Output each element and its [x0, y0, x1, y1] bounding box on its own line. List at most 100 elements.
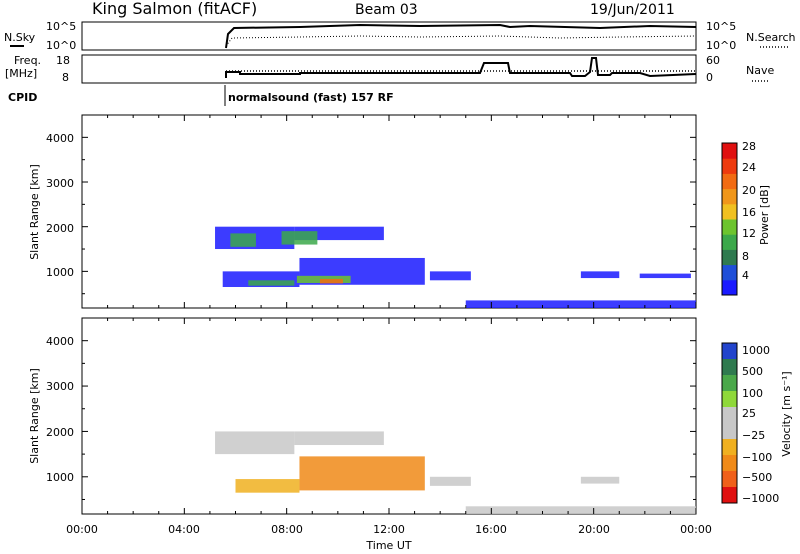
xtick-1200: 12:00	[373, 523, 405, 536]
velocity-colorbar-swatch-3	[722, 391, 737, 408]
velocity-colorbar-swatch-7	[722, 455, 737, 472]
power-echo-region-12	[465, 300, 696, 308]
freq-unit: [MHz]	[5, 67, 37, 80]
velocity-cbar-tick-1000: 1000	[742, 344, 770, 357]
velocity-echo-region-4	[429, 476, 471, 486]
velocity-ytick-4000: 4000	[46, 335, 74, 348]
velocity-echo-region-3	[299, 456, 425, 491]
velocity-cbar-tick-500: 500	[742, 365, 763, 378]
velocity-ytick-2000: 2000	[46, 426, 74, 439]
velocity-cbar-tick-100: 100	[742, 387, 763, 400]
velocity-cbar-tick-25: 25	[742, 407, 756, 420]
velocity-ytick-3000: 3000	[46, 380, 74, 393]
power-cbar-tick-28: 28	[742, 140, 756, 153]
power-ytick-2000: 2000	[46, 222, 74, 235]
power-cbar-tick-16: 16	[742, 206, 756, 219]
nave-tick-bottom: 0	[706, 71, 713, 84]
nave-label: Nave	[746, 64, 774, 77]
freq-label: Freq.	[14, 54, 41, 67]
velocity-heatmap	[215, 431, 696, 514]
velocity-colorbar-swatch-5	[722, 423, 737, 440]
xtick-2000: 20:00	[578, 523, 610, 536]
power-echo-region-3	[281, 231, 318, 245]
velocity-colorbar	[721, 342, 738, 504]
power-echo-region-11	[639, 273, 691, 279]
xtick-0800: 08:00	[271, 523, 303, 536]
power-colorbar-label: Power [dB]	[758, 185, 771, 245]
power-colorbar-swatch-6	[722, 188, 737, 205]
velocity-colorbar-frame	[721, 342, 738, 504]
velocity-ytick-1000: 1000	[46, 471, 74, 484]
power-cbar-tick-12: 12	[742, 227, 756, 240]
power-ytick-4000: 4000	[46, 132, 74, 145]
power-colorbar	[721, 142, 738, 296]
velocity-echo-region-6	[465, 506, 696, 514]
power-cbar-tick-24: 24	[742, 161, 756, 174]
freq-series	[225, 57, 697, 78]
power-heatmap	[215, 226, 696, 308]
velocity-colorbar-swatch-9	[722, 487, 737, 504]
freq-panel-frame	[81, 54, 697, 84]
nsky-series	[225, 23, 697, 49]
power-echo-region-6	[248, 280, 295, 286]
velocity-colorbar-swatch-8	[722, 471, 737, 488]
power-cbar-tick-20: 20	[742, 184, 756, 197]
power-ylabel: Slant Range [km]	[28, 164, 41, 260]
power-colorbar-swatch-8	[722, 158, 737, 174]
velocity-cbar-tick-minus25: −25	[742, 429, 765, 442]
velocity-cbar-tick-minus100: −100	[742, 451, 772, 464]
power-cbar-tick-8: 8	[742, 250, 749, 263]
velocity-colorbar-swatch-2	[722, 375, 737, 392]
power-colorbar-swatch-7	[722, 173, 737, 190]
velocity-ylabel: Slant Range [km]	[28, 368, 41, 464]
xaxis-label: Time UT	[365, 539, 411, 552]
freq-tick-top: 18	[56, 54, 70, 67]
velocity-echo-region-5	[580, 476, 620, 484]
velocity-colorbar-swatch-0	[722, 343, 737, 360]
power-colorbar-frame	[721, 142, 738, 296]
power-echo-region-9	[429, 271, 471, 281]
velocity-echo-region-1	[294, 431, 384, 446]
power-ytick-3000: 3000	[46, 177, 74, 190]
freq-tick-bottom: 8	[62, 71, 69, 84]
axis-ticks	[81, 114, 697, 514]
cpid-text: normalsound (fast) 157 RF	[228, 91, 394, 104]
power-colorbar-swatch-9	[722, 143, 737, 159]
power-colorbar-swatch-3	[722, 234, 737, 250]
nsearch-tick-top: 10^5	[706, 20, 736, 33]
nsearch-label: N.Search	[746, 31, 796, 44]
nsky-label: N.Sky	[4, 31, 36, 44]
velocity-echo-region-2	[235, 479, 300, 493]
nsearch-series	[225, 35, 697, 47]
velocity-colorbar-label: Velocity [m s⁻¹]	[780, 371, 793, 456]
velocity-colorbar-swatch-4	[722, 407, 737, 424]
xtick-1600: 16:00	[475, 523, 507, 536]
nsky-tick-top: 10^5	[46, 20, 76, 33]
nsearch-tick-bottom: 10^0	[706, 39, 736, 52]
power-colorbar-swatch-4	[722, 219, 737, 235]
nsky-tick-bottom: 10^0	[46, 39, 76, 52]
xtick-0000b: 00:00	[680, 523, 712, 536]
power-ytick-1000: 1000	[46, 266, 74, 279]
station-title: King Salmon (fitACF)	[92, 0, 257, 18]
power-colorbar-swatch-2	[722, 249, 737, 266]
power-colorbar-swatch-0	[722, 279, 737, 296]
power-colorbar-swatch-1	[722, 264, 737, 281]
power-colorbar-swatch-5	[722, 203, 737, 220]
power-cbar-tick-4: 4	[742, 269, 749, 282]
velocity-colorbar-swatch-6	[722, 439, 737, 456]
cpid-label: CPID	[8, 91, 37, 104]
velocity-cbar-tick-minus500: −500	[742, 471, 772, 484]
velocity-colorbar-swatch-1	[722, 359, 737, 376]
date-title: 19/Jun/2011	[590, 2, 675, 18]
velocity-echo-region-0	[215, 431, 295, 455]
power-echo-region-10	[580, 271, 620, 279]
beam-title: Beam 03	[355, 2, 418, 18]
xtick-0000a: 00:00	[66, 523, 98, 536]
nave-tick-top: 60	[706, 54, 720, 67]
velocity-cbar-tick-minus1000: −1000	[742, 492, 779, 505]
power-echo-region-2	[230, 233, 256, 247]
xtick-0400: 04:00	[168, 523, 200, 536]
power-echo-region-8	[319, 278, 343, 284]
